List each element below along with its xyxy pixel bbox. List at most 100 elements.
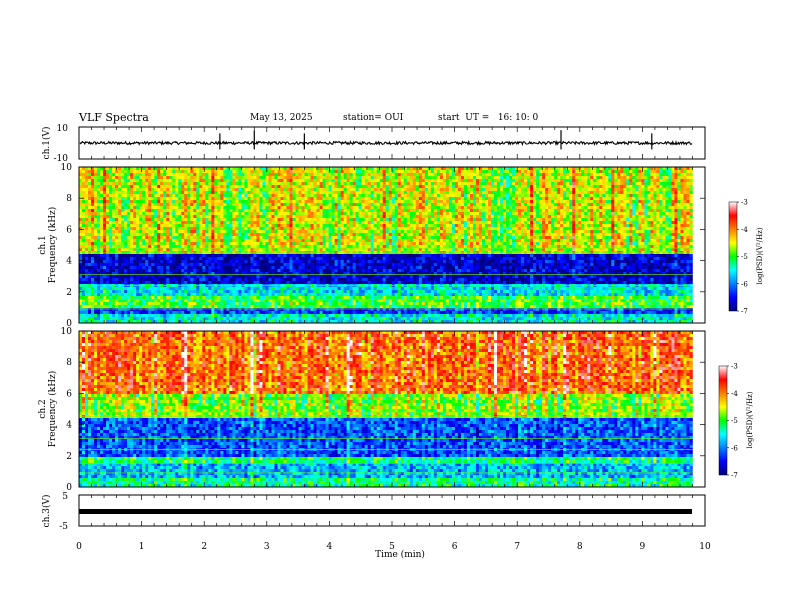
spectrogram-cell xyxy=(82,176,85,179)
spectrogram-cell xyxy=(299,185,302,188)
spectrogram-cell xyxy=(614,176,617,179)
spectrogram-cell xyxy=(407,230,410,233)
spectrogram-cell xyxy=(383,212,386,215)
spectrogram-cell xyxy=(533,185,536,188)
spectrogram-cell xyxy=(413,221,416,224)
spectrogram-cell xyxy=(359,212,362,215)
spectrogram-cell xyxy=(587,212,590,215)
spectrogram-cell xyxy=(259,173,262,176)
spectrogram-cell xyxy=(241,173,244,176)
spectrogram-cell xyxy=(500,212,503,215)
spectrogram-cell xyxy=(548,218,551,221)
spectrogram-cell xyxy=(575,173,578,176)
spectrogram-cell xyxy=(500,185,503,188)
spectrogram-cell xyxy=(166,191,169,194)
spectrogram-cell xyxy=(199,230,202,233)
spectrogram-cell xyxy=(308,209,311,212)
spectrogram-cell xyxy=(202,236,205,239)
spectrogram-cell xyxy=(323,185,326,188)
spectrogram-cell xyxy=(112,233,115,236)
spectrogram-cell xyxy=(199,209,202,212)
spectrogram-cell xyxy=(178,197,181,200)
spectrogram-cell xyxy=(353,191,356,194)
spectrogram-cell xyxy=(100,197,103,200)
spectrogram-cell xyxy=(193,227,196,230)
spectrogram-cell xyxy=(320,176,323,179)
spectrogram-cell xyxy=(205,191,208,194)
spectrogram-cell xyxy=(253,233,256,236)
spectrogram-cell xyxy=(326,200,329,203)
spectrogram-cell xyxy=(449,179,452,182)
spectrogram-cell xyxy=(419,221,422,224)
spectrogram-cell xyxy=(524,203,527,206)
spectrogram-cell xyxy=(650,194,653,197)
spectrogram-cell xyxy=(428,215,431,218)
spectrogram-cell xyxy=(389,197,392,200)
spectrogram-cell xyxy=(214,170,217,173)
spectrogram-cell xyxy=(662,224,665,227)
spectrogram-cell xyxy=(680,209,683,212)
spectrogram-cell xyxy=(566,233,569,236)
spectrogram-cell xyxy=(476,188,479,191)
spectrogram-cell xyxy=(85,233,88,236)
spectrogram-cell xyxy=(536,215,539,218)
spectrogram-cell xyxy=(629,191,632,194)
spectrogram-cell xyxy=(686,197,689,200)
spectrogram-cell xyxy=(311,200,314,203)
spectrogram-cell xyxy=(326,194,329,197)
spectrogram-cell xyxy=(139,185,142,188)
spectrogram-cell xyxy=(563,182,566,185)
spectrogram-cell xyxy=(686,227,689,230)
spectrogram-cell xyxy=(530,221,533,224)
spectrogram-cell xyxy=(437,224,440,227)
spectrogram-cell xyxy=(545,218,548,221)
spectrogram-cell xyxy=(488,179,491,182)
spectrogram-cell xyxy=(656,209,659,212)
spectrogram-cell xyxy=(94,230,97,233)
spectrogram-cell xyxy=(488,200,491,203)
spectrogram-cell xyxy=(82,233,85,236)
spectrogram-cell xyxy=(485,224,488,227)
spectrogram-cell xyxy=(587,230,590,233)
spectrogram-cell xyxy=(467,236,470,239)
spectrogram-cell xyxy=(274,227,277,230)
spectrogram-cell xyxy=(542,197,545,200)
spectrogram-cell xyxy=(262,200,265,203)
spectrogram-cell xyxy=(332,197,335,200)
spectrogram-cell xyxy=(482,230,485,233)
spectrogram-cell xyxy=(365,227,368,230)
spectrogram-cell xyxy=(422,221,425,224)
spectrogram-cell xyxy=(470,191,473,194)
spectrogram-cell xyxy=(632,218,635,221)
spectrogram-cell xyxy=(506,224,509,227)
spectrogram-cell xyxy=(220,200,223,203)
spectrogram-cell xyxy=(515,218,518,221)
spectrogram-cell xyxy=(145,230,148,233)
spectrogram-cell xyxy=(665,203,668,206)
spectrogram-cell xyxy=(506,212,509,215)
spectrogram-cell xyxy=(305,227,308,230)
spectrogram-cell xyxy=(650,233,653,236)
spectrogram-cell xyxy=(680,191,683,194)
spectrogram-cell xyxy=(166,194,169,197)
spectrogram-cell xyxy=(506,176,509,179)
spectrogram-cell xyxy=(241,188,244,191)
spectrogram-cell xyxy=(85,212,88,215)
spectrogram-cell xyxy=(199,179,202,182)
spectrogram-cell xyxy=(524,188,527,191)
spectrogram-cell xyxy=(530,236,533,239)
spectrogram-cell xyxy=(560,224,563,227)
spectrogram-cell xyxy=(172,215,175,218)
spectrogram-cell xyxy=(446,206,449,209)
spectrogram-cell xyxy=(332,191,335,194)
spectrogram-cell xyxy=(608,197,611,200)
spectrogram-cell xyxy=(665,230,668,233)
spectrogram-cell xyxy=(154,206,157,209)
spectrogram-cell xyxy=(163,182,166,185)
spectrogram-cell xyxy=(575,218,578,221)
spectrogram-cell xyxy=(305,218,308,221)
spectrogram-cell xyxy=(404,182,407,185)
spectrogram-cell xyxy=(259,206,262,209)
spectrogram-cell xyxy=(458,230,461,233)
spectrogram-cell xyxy=(656,203,659,206)
